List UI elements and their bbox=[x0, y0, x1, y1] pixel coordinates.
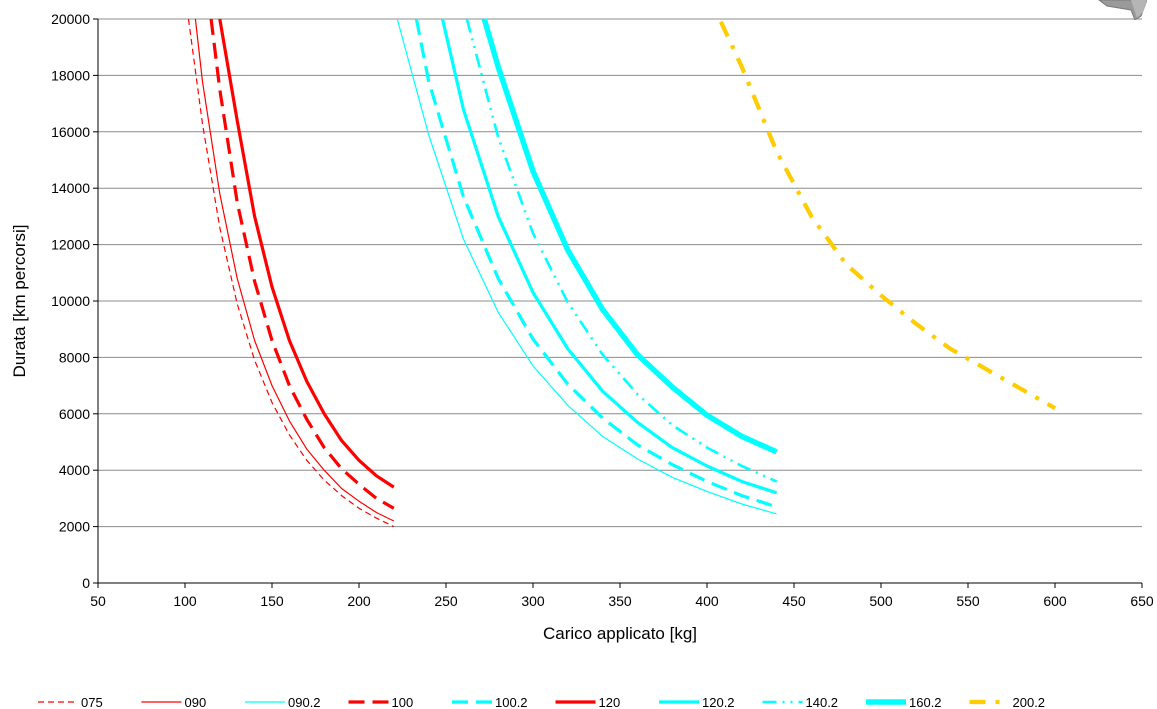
x-axis-ticks: 50 100 150 200 250 300 350 400 450 500 550 600 650 bbox=[90, 583, 1154, 609]
legend-label: 100 bbox=[392, 695, 414, 709]
legend-item-100: 100 bbox=[348, 695, 414, 709]
y-tick-label: 6000 bbox=[59, 406, 90, 422]
series-line-200-2 bbox=[718, 20, 1057, 411]
legend-label: 160.2 bbox=[909, 695, 942, 709]
legend-label: 120 bbox=[599, 695, 621, 709]
series-line-100-2 bbox=[414, 18, 778, 509]
series-line-160-2 bbox=[481, 18, 778, 455]
legend-label: 090.2 bbox=[288, 695, 321, 709]
legend-item-200-2: 200.2 bbox=[969, 695, 1046, 709]
legend-item-090: 090 bbox=[141, 695, 207, 709]
x-tick-label: 200 bbox=[347, 593, 371, 609]
y-tick-label: 4000 bbox=[59, 462, 90, 478]
x-tick-label: 100 bbox=[173, 593, 197, 609]
x-tick-label: 550 bbox=[956, 593, 980, 609]
y-tick-label: 10000 bbox=[51, 293, 90, 309]
y-tick-label: 12000 bbox=[51, 237, 90, 253]
y-tick-label: 16000 bbox=[51, 124, 90, 140]
horizontal-gridlines bbox=[98, 18, 1142, 528]
y-tick-label: 2000 bbox=[59, 519, 90, 535]
legend-label: 090 bbox=[185, 695, 207, 709]
x-tick-label: 300 bbox=[521, 593, 545, 609]
x-tick-label: 250 bbox=[434, 593, 458, 609]
y-axis-ticks: 0 2000 4000 6000 8000 10000 12000 14000 16000 180… bbox=[51, 11, 98, 591]
y-tick-label: 14000 bbox=[51, 180, 90, 196]
x-tick-label: 500 bbox=[869, 593, 893, 609]
legend-label: 100.2 bbox=[495, 695, 528, 709]
x-tick-label: 50 bbox=[90, 593, 106, 609]
series-line-120 bbox=[218, 18, 395, 489]
legend-item-120-2: 120.2 bbox=[659, 695, 735, 709]
series-line-100 bbox=[209, 18, 395, 510]
x-tick-label: 600 bbox=[1043, 593, 1067, 609]
y-tick-label: 18000 bbox=[51, 67, 90, 83]
legend-label: 075 bbox=[81, 695, 103, 709]
y-tick-label: 8000 bbox=[59, 349, 90, 365]
y-tick-label: 20000 bbox=[51, 11, 90, 27]
y-tick-label: 0 bbox=[82, 575, 90, 591]
legend-item-140-2: 140.2 bbox=[762, 695, 839, 709]
legend-label: 120.2 bbox=[702, 695, 735, 709]
legend-item-075: 075 bbox=[38, 695, 103, 709]
series-line-090-2 bbox=[396, 18, 777, 515]
x-tick-label: 650 bbox=[1130, 593, 1154, 609]
series-line-120-2 bbox=[440, 18, 778, 495]
series-line-140-2 bbox=[465, 18, 778, 483]
x-tick-label: 150 bbox=[260, 593, 284, 609]
y-axis-title: Durata [km percorsi] bbox=[10, 224, 29, 377]
legend-item-090-2: 090.2 bbox=[245, 695, 321, 709]
x-tick-label: 400 bbox=[695, 593, 719, 609]
series-lines bbox=[187, 18, 1057, 528]
legend-item-120: 120 bbox=[555, 695, 621, 709]
x-tick-label: 350 bbox=[608, 593, 632, 609]
x-axis-title: Carico applicato [kg] bbox=[543, 624, 697, 643]
legend-label: 200.2 bbox=[1013, 695, 1046, 709]
series-line-075 bbox=[187, 18, 395, 528]
legend-item-160-2: 160.2 bbox=[866, 695, 942, 709]
chart-legend: 075 090 090.2 100 100.2 120 120.2 140.2 160.2 200… bbox=[38, 695, 1045, 709]
x-tick-label: 450 bbox=[782, 593, 806, 609]
legend-label: 140.2 bbox=[806, 695, 839, 709]
legend-item-100-2: 100.2 bbox=[452, 695, 528, 709]
series-line-090 bbox=[194, 18, 395, 522]
corner-decoration bbox=[1098, 0, 1147, 20]
